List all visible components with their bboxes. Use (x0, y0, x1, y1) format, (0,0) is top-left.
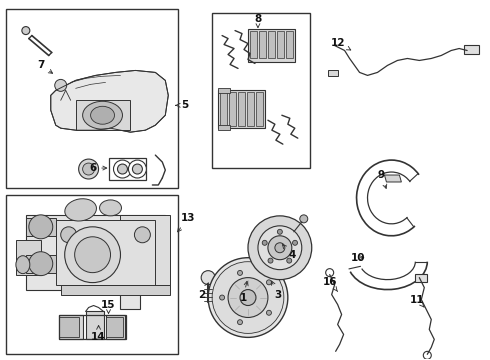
Ellipse shape (248, 216, 312, 280)
Ellipse shape (134, 227, 150, 243)
Ellipse shape (99, 200, 122, 216)
Polygon shape (385, 175, 401, 182)
Ellipse shape (240, 289, 256, 306)
Ellipse shape (78, 159, 98, 179)
Bar (6, 9, 178, 188)
Polygon shape (268, 31, 275, 58)
Polygon shape (26, 215, 165, 310)
Ellipse shape (29, 252, 53, 276)
Ellipse shape (258, 226, 302, 270)
Polygon shape (229, 92, 236, 126)
Ellipse shape (268, 258, 273, 263)
Ellipse shape (238, 270, 243, 275)
Text: 13: 13 (177, 213, 196, 232)
Text: 9: 9 (378, 170, 387, 188)
Text: 14: 14 (91, 325, 106, 342)
Ellipse shape (326, 269, 334, 276)
Ellipse shape (208, 258, 288, 337)
Polygon shape (247, 92, 254, 126)
Ellipse shape (114, 160, 131, 178)
Polygon shape (250, 31, 257, 58)
Text: 10: 10 (350, 253, 365, 263)
Ellipse shape (83, 163, 95, 175)
Text: 7: 7 (37, 60, 52, 73)
Text: 16: 16 (322, 276, 338, 292)
Polygon shape (256, 92, 263, 126)
Ellipse shape (16, 256, 30, 274)
Polygon shape (238, 92, 245, 126)
Text: 6: 6 (89, 163, 107, 173)
Ellipse shape (55, 80, 67, 91)
Polygon shape (218, 90, 265, 128)
Ellipse shape (277, 229, 282, 234)
Ellipse shape (83, 101, 122, 129)
Ellipse shape (293, 240, 297, 245)
Bar (26, 255, 56, 273)
Text: 4: 4 (282, 244, 295, 260)
Ellipse shape (287, 258, 292, 263)
Bar (56, 220, 155, 285)
Text: 5: 5 (176, 100, 189, 110)
Text: 15: 15 (101, 300, 116, 314)
Ellipse shape (65, 227, 121, 283)
Text: 12: 12 (330, 37, 351, 50)
Ellipse shape (212, 262, 284, 333)
Ellipse shape (201, 271, 215, 285)
Ellipse shape (118, 164, 127, 174)
Ellipse shape (29, 215, 53, 239)
Bar (59, 315, 126, 339)
Polygon shape (59, 315, 83, 339)
Polygon shape (286, 31, 293, 58)
Ellipse shape (61, 227, 76, 243)
Ellipse shape (300, 215, 308, 223)
Ellipse shape (268, 236, 292, 260)
Polygon shape (59, 318, 78, 337)
Ellipse shape (275, 243, 285, 253)
Text: 1: 1 (240, 281, 248, 302)
Ellipse shape (238, 320, 243, 325)
Ellipse shape (228, 278, 268, 318)
Polygon shape (277, 31, 284, 58)
Bar (464, 45, 479, 54)
Bar (108, 158, 147, 180)
Bar (212, 13, 310, 168)
Bar (86, 311, 103, 339)
Bar (26, 218, 56, 236)
Polygon shape (105, 315, 125, 339)
Polygon shape (105, 318, 123, 337)
Ellipse shape (128, 160, 147, 178)
Bar (75, 100, 130, 130)
Bar (6, 195, 178, 354)
Polygon shape (218, 125, 230, 130)
Bar (416, 274, 427, 282)
Ellipse shape (22, 27, 30, 35)
Bar (328, 71, 338, 76)
Ellipse shape (220, 295, 224, 300)
Polygon shape (259, 31, 266, 58)
Bar (61, 285, 171, 294)
Ellipse shape (262, 240, 267, 245)
Ellipse shape (132, 164, 143, 174)
Ellipse shape (91, 106, 115, 124)
Ellipse shape (267, 280, 271, 285)
Polygon shape (121, 215, 171, 285)
Polygon shape (16, 240, 41, 275)
Text: 8: 8 (254, 14, 262, 28)
Text: 11: 11 (410, 294, 424, 307)
Polygon shape (248, 28, 295, 62)
Polygon shape (220, 92, 227, 126)
Polygon shape (218, 88, 230, 93)
Ellipse shape (267, 310, 271, 315)
Polygon shape (51, 71, 168, 132)
Ellipse shape (423, 351, 431, 359)
Text: 3: 3 (271, 281, 281, 300)
Ellipse shape (65, 199, 97, 221)
Ellipse shape (74, 237, 111, 273)
Text: 2: 2 (198, 283, 208, 300)
